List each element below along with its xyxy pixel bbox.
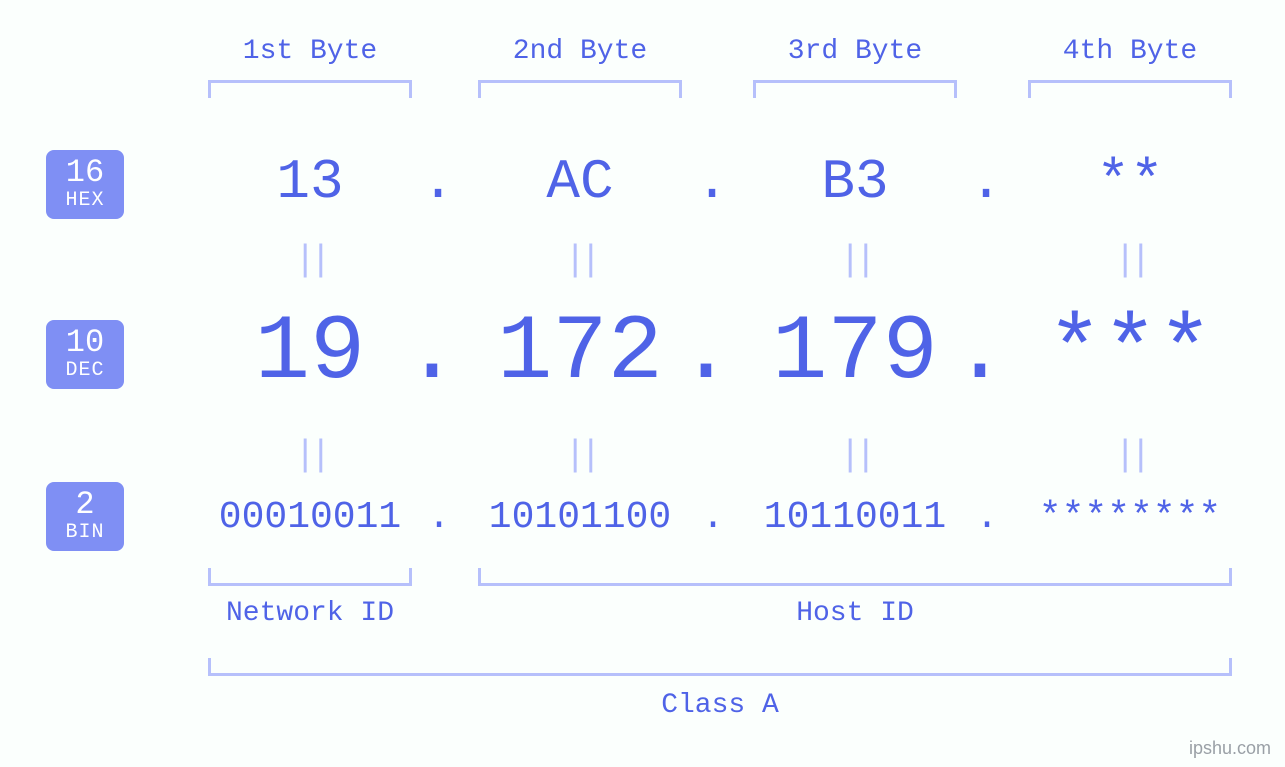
bin-byte-1: 00010011 — [190, 496, 430, 539]
badge-dec: 10 DEC — [46, 320, 124, 389]
badge-hex-lab: HEX — [46, 190, 124, 211]
eq-hex-dec-2: || — [470, 240, 690, 281]
ip-diagram: 16 HEX 10 DEC 2 BIN 1st Byte 2nd Byte 3r… — [0, 0, 1285, 767]
watermark: ipshu.com — [1189, 738, 1271, 759]
dec-byte-2: 172 — [450, 300, 710, 405]
bin-byte-3: 10110011 — [735, 496, 975, 539]
badge-bin-lab: BIN — [46, 522, 124, 543]
eq-hex-dec-3: || — [745, 240, 965, 281]
badge-hex: 16 HEX — [46, 150, 124, 219]
byte-bracket-1 — [208, 80, 412, 98]
dec-dot-1: . — [402, 300, 462, 405]
hex-byte-1: 13 — [200, 150, 420, 214]
hex-byte-2: AC — [470, 150, 690, 214]
bin-dot-1: . — [424, 496, 454, 539]
badge-dec-lab: DEC — [46, 360, 124, 381]
dec-dot-3: . — [950, 300, 1010, 405]
hex-dot-3: . — [966, 150, 1006, 214]
host-id-label: Host ID — [478, 598, 1232, 629]
byte-header-3: 3rd Byte — [745, 36, 965, 67]
dec-byte-4: *** — [1000, 300, 1260, 405]
bin-dot-3: . — [972, 496, 1002, 539]
hex-byte-4: ** — [1020, 150, 1240, 214]
byte-bracket-4 — [1028, 80, 1232, 98]
eq-dec-bin-4: || — [1020, 435, 1240, 476]
bin-byte-4: ******** — [1010, 496, 1250, 539]
dec-byte-1: 19 — [180, 300, 440, 405]
eq-dec-bin-1: || — [200, 435, 420, 476]
bin-byte-2: 10101100 — [460, 496, 700, 539]
dec-byte-3: 179 — [725, 300, 985, 405]
eq-dec-bin-2: || — [470, 435, 690, 476]
class-bracket — [208, 658, 1232, 676]
byte-bracket-3 — [753, 80, 957, 98]
byte-header-1: 1st Byte — [200, 36, 420, 67]
byte-header-4: 4th Byte — [1020, 36, 1240, 67]
host-id-bracket — [478, 568, 1232, 586]
hex-byte-3: B3 — [745, 150, 965, 214]
dec-dot-2: . — [676, 300, 736, 405]
badge-bin-num: 2 — [46, 488, 124, 522]
eq-hex-dec-1: || — [200, 240, 420, 281]
badge-hex-num: 16 — [46, 156, 124, 190]
byte-bracket-2 — [478, 80, 682, 98]
eq-hex-dec-4: || — [1020, 240, 1240, 281]
badge-dec-num: 10 — [46, 326, 124, 360]
badge-bin: 2 BIN — [46, 482, 124, 551]
hex-dot-1: . — [418, 150, 458, 214]
network-id-label: Network ID — [200, 598, 420, 629]
class-label: Class A — [208, 690, 1232, 721]
eq-dec-bin-3: || — [745, 435, 965, 476]
network-id-bracket — [208, 568, 412, 586]
bin-dot-2: . — [698, 496, 728, 539]
hex-dot-2: . — [692, 150, 732, 214]
byte-header-2: 2nd Byte — [470, 36, 690, 67]
